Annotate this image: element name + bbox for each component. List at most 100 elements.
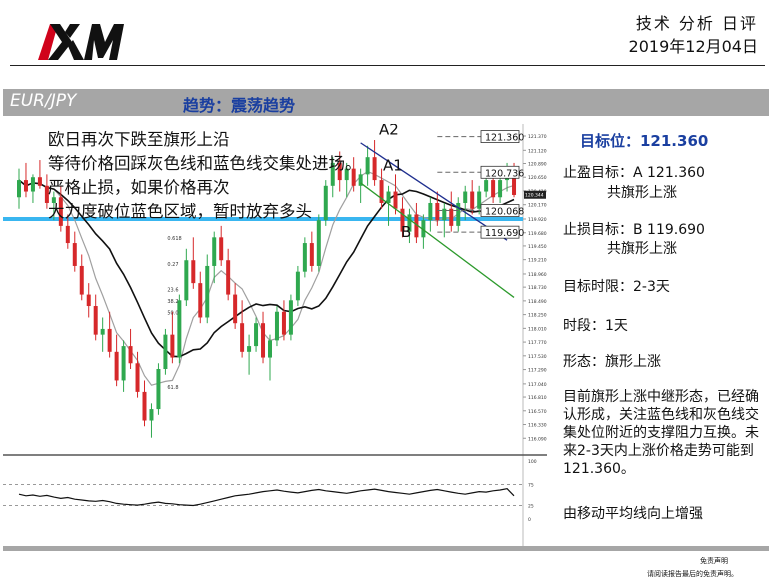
level-box [480,130,520,143]
footer-bar [3,546,769,551]
y-tick-label: 119.920 [528,217,547,223]
comment-line: 等待价格回踩灰色线和蓝色线交集处进场。 [48,154,362,173]
y-tick-label: 120.890 [528,161,547,167]
candle-body [428,202,433,221]
take-profit-note: 共旗形上涨 [607,185,677,201]
pattern: 形态：旗形上涨 [563,354,661,370]
candle-body [44,185,49,203]
candle-body [316,220,321,266]
candle-body [372,157,377,181]
stop-loss-note: 共旗形上涨 [607,241,677,257]
candle-body [400,208,405,232]
candle-body [121,346,126,381]
candle-body [512,168,517,195]
candle-body [79,265,84,295]
candle-body [205,265,210,318]
chart-svg: 121.370121.120120.890120.650120.410120.1… [3,124,547,546]
fib-label: 0.27 [167,262,178,268]
candle-body [344,168,349,181]
current-price-marker [524,190,546,199]
candle-body [386,191,391,203]
candle-body [261,323,266,358]
y-tick-label: 117.770 [528,340,547,346]
candle-body [240,323,245,352]
candle-body [233,294,238,324]
candle-body [58,197,63,226]
candle-body [177,300,182,358]
y-tick-label: 120.650 [528,175,547,181]
candle-body [330,162,335,186]
candle-body [114,351,119,381]
candle-body [456,202,461,226]
candle-body [254,323,259,347]
candle-body [247,346,252,352]
logo-m [84,24,124,60]
candle-body [470,191,475,209]
candle-body [288,300,293,335]
candle-body [156,368,161,410]
candle-body [191,260,196,284]
currency-pair: EUR/JPY [10,91,77,111]
candle-body [93,306,98,335]
candle-body [268,340,272,358]
target-price: 目标位：121.360 [580,132,709,150]
logo-x-lower [68,40,84,60]
level-value: 119.690 [485,228,524,239]
channel-lower-line [360,182,515,298]
candle-body [449,208,454,226]
current-price-label: 120.344 [525,193,544,199]
level-value: 121.360 [485,133,524,144]
candle-body [491,180,496,198]
candle-body [149,409,154,421]
level-value: 120.068 [485,207,524,218]
candle-body [163,334,168,369]
header-divider [10,65,765,66]
analysis-comment: 欧日再次下跌至旗形上沿 等待价格回踩灰色线和蓝色线交集处进场。 严格止损，如果价… [48,128,362,224]
osc-tick-label: 0 [528,517,531,523]
candle-body [219,237,224,261]
title-bar [3,89,769,116]
disclaimer-text: 请阅读报告最后的免责声明。 [647,570,738,578]
level-label: B [401,223,411,241]
comment-line: 欧日再次下跌至旗形上沿 [48,130,230,149]
logo-x-right [48,42,72,60]
candle-body [302,243,307,272]
candle-body [337,162,342,181]
oscillator-line [18,488,515,507]
xm-logo [38,24,124,60]
level-box [480,165,520,179]
y-tick-label: 117.530 [528,354,547,360]
candle-body [351,168,356,186]
y-tick-label: 118.730 [528,285,547,291]
osc-tick-label: 100 [528,459,537,465]
candle-body [198,283,203,318]
report-date: 2019年12月04日 [628,37,758,56]
candle-body [414,214,419,238]
candle-body [365,157,370,175]
candle-body [51,197,56,203]
candle-body [184,260,189,301]
candle-body [30,177,35,192]
y-tick-label: 118.490 [528,299,547,305]
candle-body [295,271,300,301]
y-tick-label: 121.370 [528,134,547,140]
disclaimer-title: 免责声明 [700,557,728,565]
time-limit: 目标时限：2-3天 [563,279,670,295]
y-tick-label: 118.010 [528,326,547,332]
trend-label: 趋势：震荡趋势 [183,96,296,115]
level-label: A2 [379,124,399,139]
candle-body [309,243,314,266]
candle-body [128,346,133,364]
y-tick-label: 116.810 [528,395,547,401]
candle-body [226,260,231,295]
comment-line: 大力度破位蓝色区域，暂时放弃多头 [48,202,312,221]
candle-body [442,208,447,221]
candle-body [274,311,279,341]
fib-label: 23.6 [167,288,178,294]
level-label: A1 [383,156,403,174]
fib-label: 0.618 [167,236,181,242]
candle-body [323,185,328,221]
fib-label: 61.8 [167,385,178,391]
comment-line: 严格止损，如果价格再次 [48,178,230,197]
fib-label: 38.2 [167,299,178,305]
